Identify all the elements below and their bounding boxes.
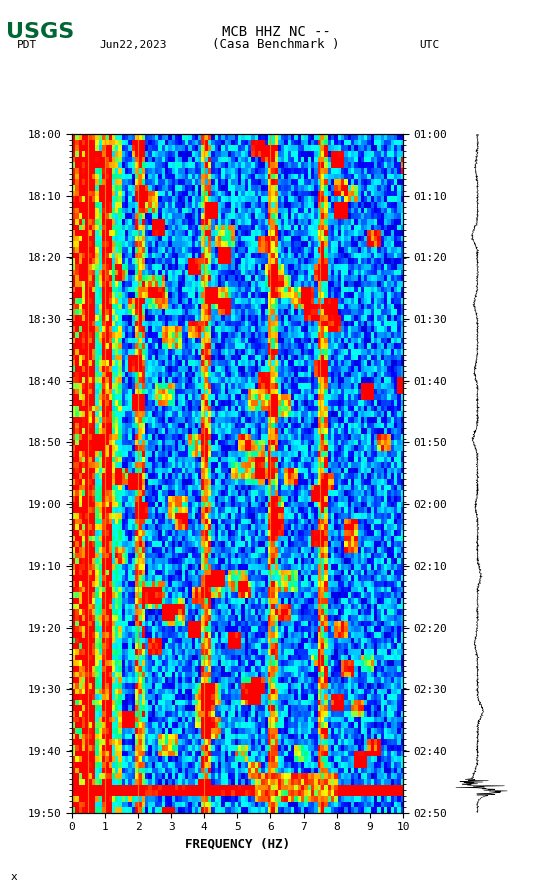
Text: USGS: USGS <box>6 22 74 42</box>
Text: MCB HHZ NC --: MCB HHZ NC -- <box>221 25 331 39</box>
Text: x: x <box>11 872 18 881</box>
Text: UTC: UTC <box>420 40 440 50</box>
Text: (Casa Benchmark ): (Casa Benchmark ) <box>213 38 339 51</box>
Text: PDT: PDT <box>17 40 37 50</box>
X-axis label: FREQUENCY (HZ): FREQUENCY (HZ) <box>185 838 290 851</box>
Text: Jun22,2023: Jun22,2023 <box>99 40 167 50</box>
